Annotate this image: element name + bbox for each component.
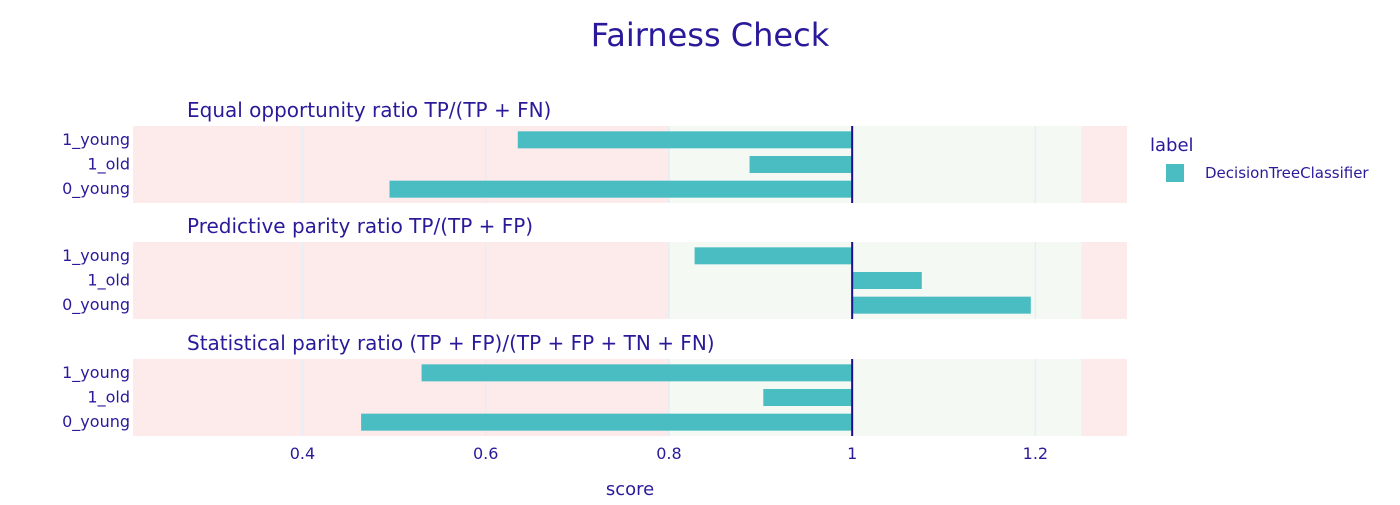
unfair-zone-right [1081,242,1127,319]
x-tick-label: 0.6 [473,444,498,463]
chart-panels: Equal opportunity ratio TP/(TP + FN) 1_yo… [62,98,1127,436]
legend-title: label [1150,135,1194,156]
panel-title: Statistical parity ratio (TP + FP)/(TP +… [187,331,715,355]
unfair-zone-left [133,242,669,319]
y-tick-label: 0_young [62,412,130,432]
bar-0_young[interactable] [852,296,1031,314]
legend-entry-label[interactable]: DecisionTreeClassifier [1205,164,1369,182]
bar-1_old[interactable] [749,156,853,173]
x-tick-label: 1.2 [1023,444,1048,463]
bar-1_young[interactable] [517,131,853,149]
bar-0_young[interactable] [361,413,853,431]
chart-title: Fairness Check [591,16,830,54]
bar-1_young[interactable] [421,364,853,382]
bar-0_young[interactable] [389,180,853,198]
legend-swatch[interactable] [1166,164,1184,182]
panel-title: Predictive parity ratio TP/(TP + FP) [187,214,533,238]
y-tick-label: 1_old [87,155,130,175]
x-tick-label: 0.4 [290,444,315,463]
unfair-zone-right [1081,359,1127,436]
panel-3: Statistical parity ratio (TP + FP)/(TP +… [62,331,1127,436]
x-axis: 0.4 0.6 0.8 1 1.2 [290,444,1048,463]
x-tick-label: 1 [847,444,857,463]
panel-2: Predictive parity ratio TP/(TP + FP) 1_yo… [62,214,1127,319]
y-tick-label: 1_young [62,363,130,383]
panel-title: Equal opportunity ratio TP/(TP + FN) [187,98,551,122]
y-tick-label: 0_young [62,295,130,315]
y-tick-label: 1_old [87,271,130,291]
panel-1: Equal opportunity ratio TP/(TP + FN) 1_yo… [62,98,1127,203]
y-tick-label: 1_young [62,246,130,266]
bar-1_young[interactable] [694,247,853,265]
unfair-zone-right [1081,126,1127,203]
bar-1_old[interactable] [763,389,853,406]
x-axis-label: score [606,479,654,500]
bar-1_old[interactable] [852,272,922,289]
y-tick-label: 0_young [62,179,130,199]
y-tick-label: 1_young [62,130,130,150]
x-tick-label: 0.8 [656,444,681,463]
y-tick-label: 1_old [87,388,130,408]
legend[interactable]: label DecisionTreeClassifier [1150,135,1369,182]
